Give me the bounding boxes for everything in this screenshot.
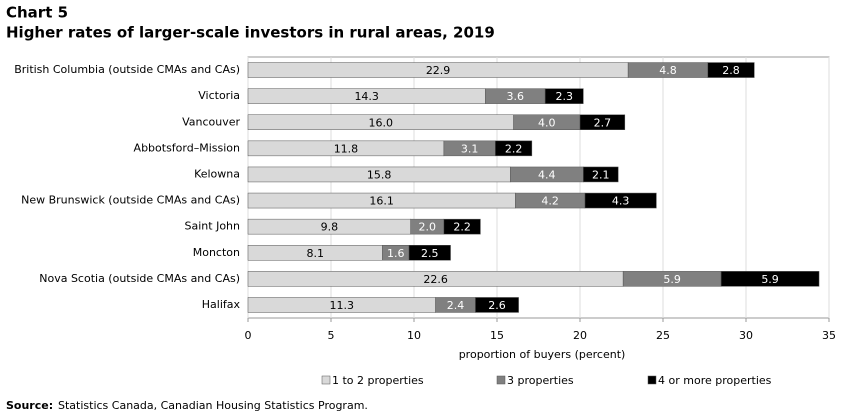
x-tick-label: 10 [407,329,421,342]
y-tick-label: Moncton [193,246,240,259]
bar-segment [584,192,657,209]
x-tick-label: 5 [328,329,335,342]
data-label: 2.6 [488,299,506,312]
x-tick-label: 35 [822,329,836,342]
x-tick-label: 15 [490,329,504,342]
bar-segment [475,297,519,313]
data-label: 1.6 [387,247,405,260]
data-label: 16.0 [369,116,394,129]
data-label: 4.0 [538,116,556,129]
data-label: 4.2 [541,195,559,208]
data-label: 2.0 [419,221,437,234]
x-tick-label: 25 [656,329,670,342]
bar-segment [408,245,451,261]
data-label: 22.6 [423,273,448,286]
data-label: 22.9 [426,64,451,77]
y-tick-label: Kelowna [194,167,240,180]
y-tick-label: British Columbia (outside CMAs and CAs) [14,63,240,76]
data-label: 2.7 [594,116,612,129]
y-tick-label: Vancouver [182,115,240,128]
data-label: 4.3 [612,195,630,208]
data-label: 5.9 [761,273,779,286]
data-label: 15.8 [367,168,392,181]
data-label: 2.8 [722,64,740,77]
source-label: Source: [6,399,53,412]
x-tick-label: 30 [739,329,753,342]
data-label: 16.1 [369,195,394,208]
x-tick-label: 0 [245,329,252,342]
data-label: 14.3 [354,90,379,103]
data-label: 3.6 [507,90,525,103]
bar-segment [707,62,755,78]
y-tick-label: Saint John [185,220,241,233]
x-axis-label: proportion of buyers (percent) [459,348,626,361]
chart-title: Higher rates of larger-scale investors i… [6,24,495,42]
data-label: 4.8 [659,64,677,77]
legend-swatch [321,375,331,385]
data-label: 4.4 [538,168,556,181]
data-label: 2.5 [421,247,439,260]
legend-label: 4 or more properties [658,374,772,387]
bar-segment [720,271,820,287]
legend-label: 1 to 2 properties [332,374,424,387]
bar-segment [544,88,584,104]
data-label: 8.1 [306,247,324,260]
y-tick-label: Victoria [198,89,240,102]
bar-segment [495,140,533,157]
data-label: 11.3 [330,299,355,312]
legend-swatch [496,375,506,385]
legend-swatch [647,375,657,385]
data-label: 2.2 [453,221,471,234]
data-label: 5.9 [663,273,681,286]
data-label: 11.8 [334,142,359,155]
data-label: 9.8 [321,221,339,234]
y-tick-label: Halifax [202,298,241,311]
legend-label: 3 properties [507,374,574,387]
data-label: 2.2 [505,142,523,155]
data-label: 2.4 [447,299,465,312]
data-label: 2.1 [592,168,610,181]
y-tick-label: New Brunswick (outside CMAs and CAs) [21,194,240,207]
y-tick-label: Nova Scotia (outside CMAs and CAs) [39,272,240,285]
bar-segment [579,114,626,130]
bar-segment [443,218,481,235]
x-tick-label: 20 [573,329,587,342]
data-label: 2.3 [555,90,573,103]
bar-segment [583,166,619,183]
y-tick-label: Abbotsford–Mission [134,141,240,154]
source-text: Statistics Canada, Canadian Housing Stat… [58,399,368,412]
chart-number: Chart 5 [6,4,68,22]
data-label: 3.1 [461,142,479,155]
